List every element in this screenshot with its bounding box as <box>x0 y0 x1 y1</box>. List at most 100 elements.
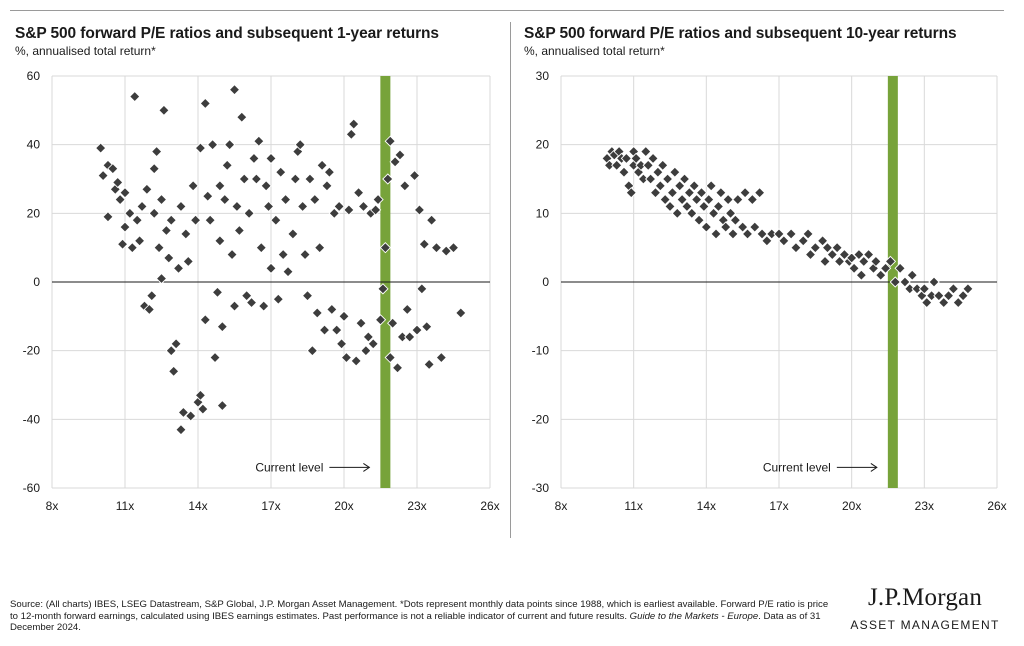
data-point <box>962 283 974 295</box>
data-point <box>838 248 851 261</box>
data-point <box>170 338 182 350</box>
data-point <box>693 214 705 226</box>
data-point <box>185 410 197 422</box>
y-tick-label: -20 <box>23 344 41 358</box>
data-point <box>654 180 666 192</box>
data-point <box>384 351 396 364</box>
data-point <box>737 221 749 233</box>
data-point <box>846 252 858 264</box>
data-point <box>712 200 725 213</box>
data-point <box>879 262 892 274</box>
data-point <box>686 207 698 219</box>
data-point <box>848 262 860 274</box>
data-point <box>194 142 207 154</box>
data-point <box>753 187 766 199</box>
data-point <box>165 214 177 226</box>
data-point <box>299 248 311 261</box>
data-point <box>248 152 260 165</box>
data-point <box>435 351 447 364</box>
data-point <box>683 187 696 199</box>
y-tick-label: 10 <box>536 206 550 220</box>
data-point <box>143 303 155 316</box>
data-point <box>279 193 292 206</box>
data-point <box>715 187 727 199</box>
data-point <box>236 111 248 123</box>
data-point <box>294 139 306 151</box>
data-point <box>216 399 228 412</box>
data-point <box>129 90 141 103</box>
data-point <box>241 290 253 302</box>
data-point <box>705 180 717 192</box>
y-tick-label: 0 <box>542 275 549 289</box>
data-point <box>345 128 357 141</box>
y-tick-label: -10 <box>532 344 550 358</box>
x-tick-label: 26x <box>987 499 1006 513</box>
data-point <box>289 173 301 185</box>
data-point <box>141 183 153 195</box>
data-point <box>199 97 211 110</box>
x-tick-label: 11x <box>116 499 134 513</box>
data-point <box>906 269 918 281</box>
data-point <box>918 283 930 295</box>
x-tick-label: 14x <box>697 499 716 513</box>
data-point <box>642 159 654 171</box>
data-point <box>253 135 265 147</box>
data-point <box>676 193 688 206</box>
data-point <box>899 276 911 288</box>
data-point <box>350 355 362 367</box>
scatter-chart-1yr: 60 40 20 0 -20 -40 -60 8x 11x 14x 17x 20x 23x 26x Curr… <box>23 69 500 513</box>
x-tick-label: 20x <box>842 499 861 513</box>
data-point <box>700 221 712 233</box>
data-point <box>724 207 737 219</box>
data-point <box>928 276 940 288</box>
data-point <box>647 152 659 165</box>
data-point <box>95 142 107 154</box>
data-point <box>146 290 158 302</box>
data-point <box>821 242 834 254</box>
data-point <box>391 362 404 374</box>
data-point <box>250 173 263 185</box>
data-point <box>884 255 897 268</box>
data-point <box>862 248 875 261</box>
data-point <box>182 255 194 268</box>
data-point <box>416 283 428 295</box>
y-tick-label: -40 <box>23 412 41 426</box>
data-point <box>260 180 272 192</box>
data-point <box>155 193 168 206</box>
data-point <box>664 200 676 213</box>
data-point <box>394 149 406 161</box>
source-footnote: Source: (All charts) IBES, LSEG Datastre… <box>10 599 830 634</box>
current-level-annotation: Current level <box>255 460 323 474</box>
data-point <box>732 193 744 206</box>
data-point <box>681 200 693 213</box>
data-point <box>282 266 294 278</box>
data-point <box>168 365 180 377</box>
data-point <box>809 242 821 254</box>
data-point <box>255 242 267 254</box>
data-point <box>343 204 355 216</box>
footnote-date: . Data as of 31 December 2024. <box>10 610 821 634</box>
data-point <box>362 331 374 343</box>
data-point <box>214 180 226 192</box>
data-point <box>107 163 119 175</box>
data-point <box>698 200 710 213</box>
data-point <box>933 290 945 302</box>
y-tick-label: -30 <box>532 481 550 495</box>
x-tick-label: 8x <box>555 499 568 513</box>
data-point <box>399 180 411 192</box>
data-point <box>340 351 353 364</box>
data-point <box>211 286 224 298</box>
data-point <box>189 214 202 226</box>
data-point <box>153 242 165 254</box>
data-point <box>413 204 426 216</box>
data-point <box>243 207 255 219</box>
data-point <box>296 200 309 213</box>
data-point <box>326 303 338 316</box>
data-point <box>785 228 797 240</box>
data-point <box>316 159 328 171</box>
data-point <box>855 269 867 281</box>
data-point <box>816 235 829 247</box>
data-point <box>957 290 969 302</box>
x-tick-label: 23x <box>915 499 934 513</box>
data-point <box>389 156 401 168</box>
